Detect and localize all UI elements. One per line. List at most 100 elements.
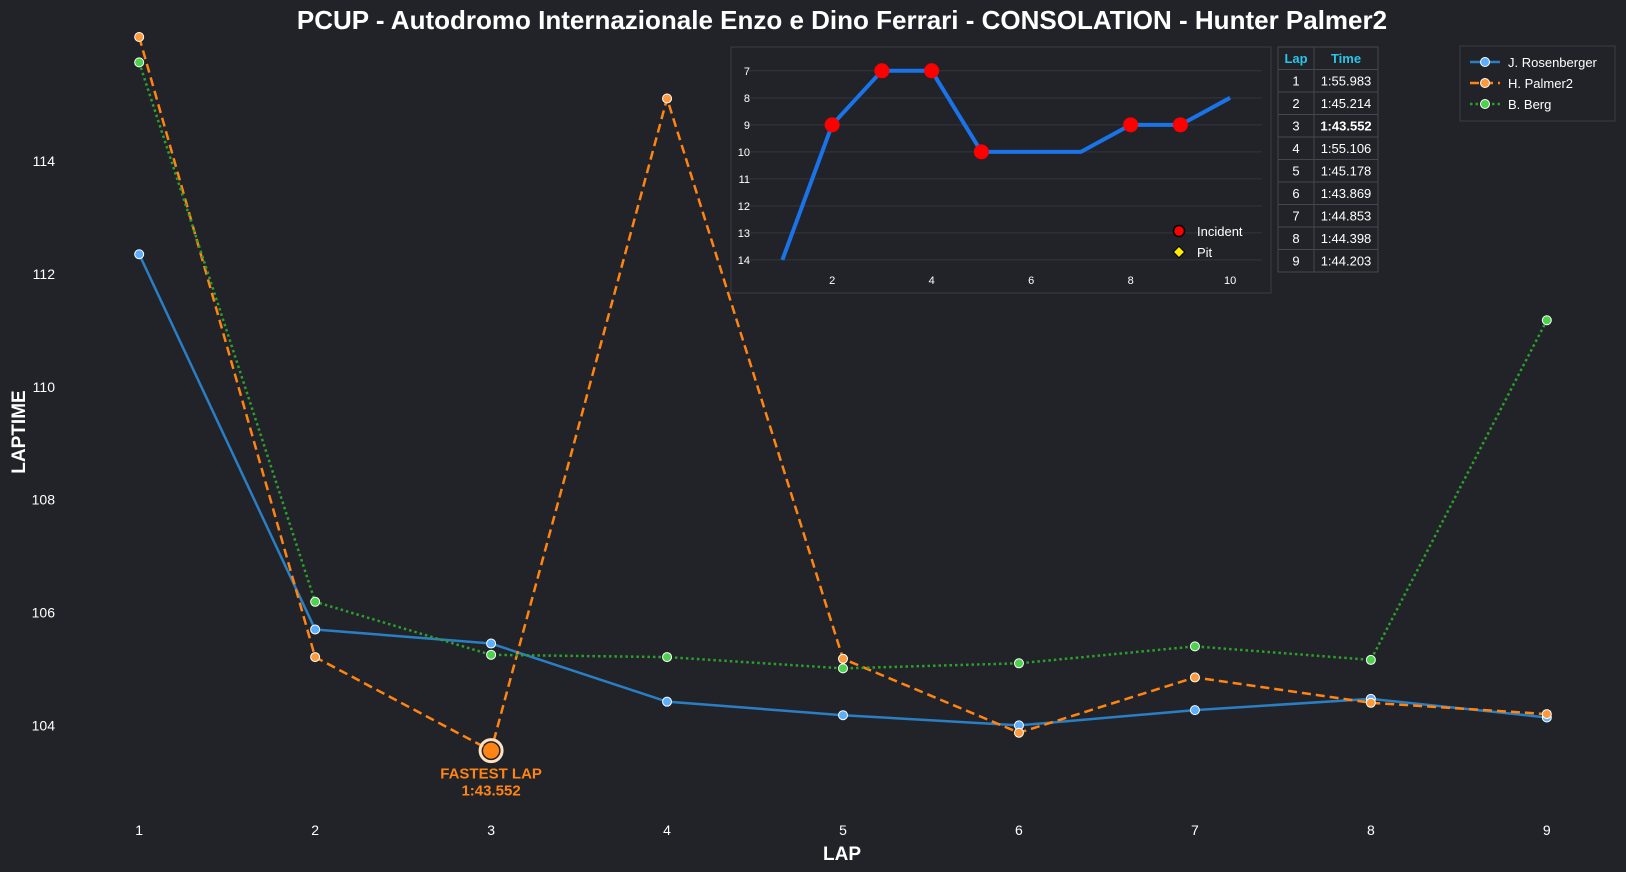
lap-time-table: Lap Time 1 1:55.983 2 1:45.214 3 1:43.552 4 1:55.… bbox=[1277, 46, 1379, 273]
table-time: 1:43.552 bbox=[1320, 119, 1371, 134]
chart-title: PCUP - Autodromo Internazionale Enzo e D… bbox=[297, 5, 1387, 35]
data-point bbox=[134, 32, 145, 42]
table-time: 1:44.203 bbox=[1321, 254, 1372, 269]
table-cell-bg bbox=[1313, 249, 1379, 273]
incident-marker bbox=[874, 63, 890, 79]
data-point bbox=[662, 93, 673, 104]
incident-marker bbox=[1123, 117, 1139, 133]
data-point bbox=[1365, 654, 1376, 665]
y-tick-label: 112 bbox=[33, 266, 56, 282]
incident-legend-icon bbox=[1172, 224, 1186, 238]
incident-marker bbox=[1172, 117, 1188, 133]
incident-marker bbox=[973, 144, 989, 160]
table-lap: 8 bbox=[1292, 231, 1299, 246]
data-point bbox=[134, 249, 145, 260]
data-point bbox=[310, 624, 321, 635]
inset-y-tick: 14 bbox=[738, 255, 750, 267]
inset-x-tick: 4 bbox=[929, 275, 935, 287]
y-tick-label: 114 bbox=[33, 153, 56, 169]
table-time: 1:44.398 bbox=[1321, 231, 1372, 246]
legend-marker bbox=[1480, 78, 1490, 88]
data-point bbox=[1541, 709, 1552, 720]
legend: J. Rosenberger H. Palmer2 B. Berg bbox=[1459, 45, 1616, 122]
x-tick-labels: 1 2 3 4 5 6 7 8 9 bbox=[135, 822, 1551, 838]
inset-y-tick: 8 bbox=[744, 93, 750, 105]
data-point bbox=[486, 638, 497, 649]
fastest-lap-ring bbox=[478, 738, 504, 764]
incident-legend-label: Incident bbox=[1197, 224, 1243, 239]
data-point bbox=[1189, 705, 1200, 716]
inset-legend: Incident Pit bbox=[1172, 224, 1243, 260]
table-lap: 1 bbox=[1292, 74, 1299, 89]
inset-x-tick-labels: 2 4 6 8 10 bbox=[829, 275, 1236, 287]
inset-y-tick: 13 bbox=[738, 228, 750, 240]
inset-y-tick: 9 bbox=[744, 120, 750, 132]
x-tick-label: 6 bbox=[1015, 822, 1023, 838]
inset-y-tick: 11 bbox=[739, 174, 750, 186]
table-time: 1:45.178 bbox=[1321, 164, 1372, 179]
x-tick-label: 1 bbox=[135, 822, 143, 838]
x-tick-label: 7 bbox=[1191, 822, 1199, 838]
inset-y-tick: 10 bbox=[738, 147, 750, 159]
x-tick-label: 5 bbox=[839, 822, 847, 838]
data-point bbox=[310, 652, 321, 663]
fastest-lap-marker bbox=[483, 742, 500, 759]
table-time: 1:44.853 bbox=[1321, 209, 1372, 224]
table-header: Time bbox=[1331, 51, 1361, 66]
series-points bbox=[134, 32, 1552, 756]
x-tick-label: 3 bbox=[487, 822, 495, 838]
y-tick-label: 106 bbox=[32, 605, 56, 621]
x-tick-label: 4 bbox=[663, 822, 671, 838]
legend-marker bbox=[1480, 99, 1490, 109]
table-lap: 3 bbox=[1292, 119, 1299, 134]
data-point bbox=[486, 649, 497, 660]
position-line bbox=[780, 68, 1232, 261]
table-lap: 9 bbox=[1292, 254, 1299, 269]
table-time: 1:43.869 bbox=[1321, 186, 1372, 201]
data-point bbox=[1013, 658, 1024, 669]
data-point bbox=[662, 696, 673, 707]
inset-x-tick: 10 bbox=[1224, 275, 1236, 287]
incident-marker bbox=[924, 63, 940, 79]
legend-label: B. Berg bbox=[1508, 97, 1551, 112]
data-point bbox=[1189, 641, 1200, 652]
position-path bbox=[780, 68, 1232, 261]
inset-x-tick: 8 bbox=[1128, 275, 1134, 287]
data-point bbox=[1541, 315, 1552, 326]
data-point bbox=[310, 596, 321, 607]
legend-label: J. Rosenberger bbox=[1508, 55, 1598, 70]
y-tick-label: 110 bbox=[33, 379, 56, 395]
incident-marker bbox=[824, 117, 840, 133]
data-point bbox=[1013, 727, 1024, 738]
table-time: 1:55.983 bbox=[1321, 74, 1372, 89]
x-tick-label: 2 bbox=[311, 822, 319, 838]
data-point bbox=[134, 57, 145, 68]
table-lap: 7 bbox=[1292, 209, 1299, 224]
x-axis-label: LAP bbox=[823, 844, 861, 865]
table-time: 1:45.214 bbox=[1321, 96, 1372, 111]
legend-label: H. Palmer2 bbox=[1508, 76, 1573, 91]
table-time: 1:55.106 bbox=[1321, 141, 1372, 156]
y-tick-labels: 104 106 108 110 112 114 bbox=[32, 153, 56, 733]
pit-legend-label: Pit bbox=[1197, 245, 1213, 260]
data-point bbox=[838, 710, 848, 721]
data-point bbox=[662, 652, 673, 663]
y-tick-label: 108 bbox=[32, 492, 56, 508]
fastest-lap-annotation: FASTEST LAP 1:43.552 bbox=[440, 738, 542, 800]
series-line-2 bbox=[137, 62, 1548, 670]
inset-y-tick: 7 bbox=[744, 66, 750, 78]
data-point bbox=[1365, 697, 1376, 708]
incident-markers bbox=[824, 63, 1188, 160]
position-inset: 7 8 9 10 11 12 13 14 2 4 6 8 10 Incident Pit bbox=[730, 46, 1272, 294]
x-tick-label: 9 bbox=[1543, 822, 1551, 838]
pit-legend-icon bbox=[1172, 245, 1186, 259]
fastest-lap-label: FASTEST LAP bbox=[440, 766, 542, 783]
table-header: Lap bbox=[1284, 51, 1307, 66]
data-point bbox=[838, 653, 848, 664]
data-point bbox=[1189, 672, 1200, 683]
y-axis-label: LAPTIME bbox=[9, 390, 30, 473]
inset-x-tick: 6 bbox=[1028, 275, 1034, 287]
table-lap: 4 bbox=[1292, 141, 1299, 156]
inset-y-tick-labels: 7 8 9 10 11 12 13 14 bbox=[738, 66, 750, 267]
